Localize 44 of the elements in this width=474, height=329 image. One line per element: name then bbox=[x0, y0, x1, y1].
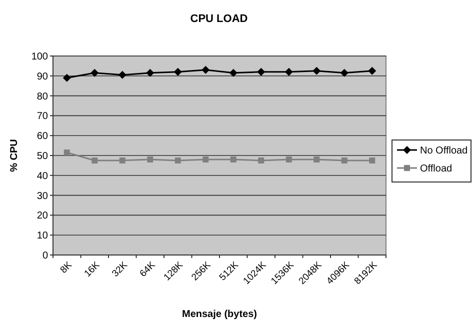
point bbox=[147, 156, 154, 162]
point bbox=[146, 68, 154, 77]
point bbox=[118, 70, 126, 79]
y-tick-label: 60 bbox=[36, 131, 48, 142]
point bbox=[369, 157, 376, 164]
legend-label: No Offload bbox=[420, 146, 468, 156]
point bbox=[174, 157, 181, 164]
point bbox=[202, 156, 209, 162]
point bbox=[257, 68, 266, 76]
x-tick-label: 32K bbox=[110, 259, 130, 280]
y-tick-label: 20 bbox=[36, 210, 48, 222]
point bbox=[202, 66, 210, 74]
y-axis-title: % CPU bbox=[9, 139, 20, 172]
point bbox=[284, 68, 293, 76]
y-tick-label: 70 bbox=[36, 111, 48, 122]
point bbox=[174, 68, 182, 76]
point bbox=[90, 68, 99, 77]
x-tick-label: 8K bbox=[58, 259, 75, 276]
y-tick-label: 30 bbox=[36, 190, 48, 202]
point bbox=[312, 66, 321, 75]
point bbox=[62, 74, 71, 82]
y-tick-label: 10 bbox=[36, 230, 48, 242]
y-tick-label: 100 bbox=[31, 52, 48, 62]
x-tick-label: 16K bbox=[82, 259, 103, 280]
y-tick-label: 40 bbox=[36, 170, 48, 182]
chart-title: CPU LOAD bbox=[190, 13, 248, 25]
point bbox=[92, 157, 98, 164]
point bbox=[119, 157, 126, 164]
x-tick-label: 64K bbox=[138, 259, 158, 280]
point bbox=[229, 68, 238, 77]
point bbox=[230, 156, 236, 162]
point bbox=[368, 66, 376, 75]
point bbox=[340, 68, 348, 77]
point bbox=[314, 156, 320, 162]
point bbox=[341, 157, 348, 164]
y-tick-label: 50 bbox=[36, 151, 48, 162]
point bbox=[64, 150, 70, 156]
x-axis-title: Mensaje (bytes) bbox=[182, 309, 258, 320]
y-tick-label: 0 bbox=[42, 250, 48, 262]
point bbox=[258, 157, 264, 164]
point bbox=[286, 156, 292, 162]
y-tick-label: 80 bbox=[36, 91, 48, 102]
y-tick-label: 90 bbox=[36, 71, 48, 82]
legend-label: Offload bbox=[420, 164, 452, 174]
